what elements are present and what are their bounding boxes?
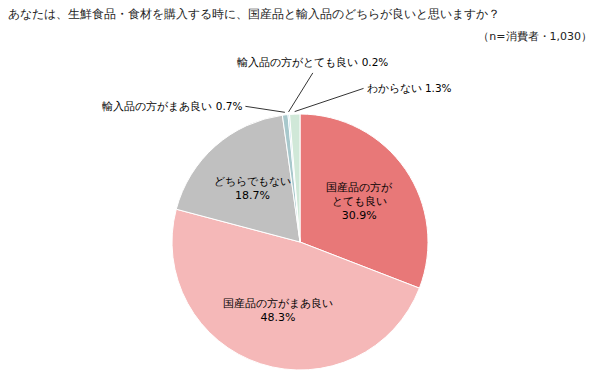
subtitle: （n=消費者・1,030） bbox=[478, 30, 592, 43]
data-label: わからない 1.3% bbox=[367, 82, 452, 94]
chart: あなたは、生鮮食品・食材を購入する時に、国産品と輸入品のどちらが良いと思いますか… bbox=[0, 0, 600, 392]
data-label: どちらでもない18.7% bbox=[214, 175, 291, 202]
data-label: 輸入品の方がまあ良い 0.7% bbox=[102, 100, 242, 112]
data-label: 国産品の方がまあ良い48.3% bbox=[223, 297, 333, 324]
title: あなたは、生鮮食品・食材を購入する時に、国産品と輸入品のどちらが良いと思いますか… bbox=[8, 7, 500, 21]
leader-line bbox=[245, 106, 284, 112]
leader-line bbox=[295, 88, 364, 111]
labels: 国産品の方がとても良い30.9% 国産品の方がまあ良い48.3% どちらでもない18… bbox=[102, 56, 451, 324]
slice bbox=[290, 114, 300, 242]
data-label: 国産品の方がとても良い30.9% bbox=[326, 181, 393, 222]
pie bbox=[172, 114, 428, 370]
data-label: 輸入品の方がとても良い 0.2% bbox=[237, 56, 388, 68]
slice bbox=[176, 115, 300, 242]
leader-line bbox=[289, 73, 313, 112]
